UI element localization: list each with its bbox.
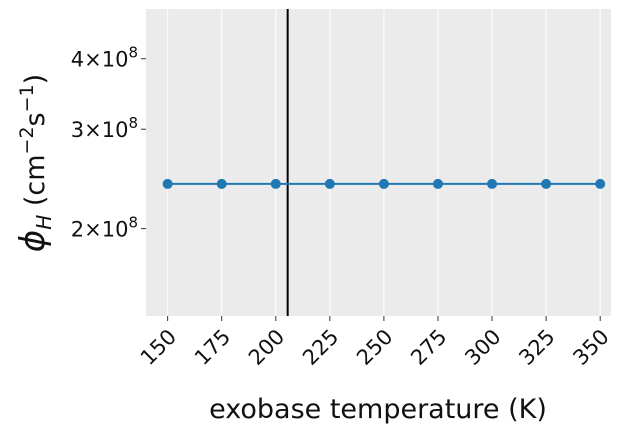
x-tick-label: 350: [568, 325, 613, 370]
y-tick-label: 3×108: [71, 114, 138, 142]
y-tick-mantissa: 3: [71, 118, 84, 142]
x-tick-label: 200: [244, 325, 289, 370]
x-axis-label: exobase temperature (K): [209, 394, 547, 425]
x-grid: [167, 9, 601, 316]
data-point: [595, 178, 606, 189]
y-tick-exponent: 8: [128, 214, 138, 232]
x-tick-label: 275: [406, 325, 451, 370]
y-label-units-close: ): [20, 74, 51, 85]
data-point: [432, 178, 443, 189]
x-tick-label: 175: [190, 325, 235, 370]
data-point: [487, 178, 498, 189]
y-label-units-mid: s: [20, 112, 51, 126]
plot-background: [146, 9, 611, 316]
y-label-subscript: H: [32, 215, 56, 230]
y-tick-exponent: 8: [128, 114, 138, 132]
x-tick-label: 325: [514, 325, 559, 370]
y-tick-mantissa: 2: [71, 218, 84, 242]
y-label-exp1: −2: [16, 126, 38, 154]
y-label-units-open: (cm: [20, 154, 51, 214]
x-tick-label: 150: [136, 325, 181, 370]
y-label-symbol: ϕ: [13, 230, 53, 252]
y-tick-mantissa: 4: [71, 48, 84, 72]
y-tick-exponent: 8: [128, 44, 138, 62]
x-tick-label: 300: [460, 325, 505, 370]
y-tick-label: 4×108: [71, 44, 138, 72]
data-point: [270, 178, 281, 189]
y-tick-times: ×10: [84, 218, 128, 242]
data-point: [216, 178, 227, 189]
y-tick-times: ×10: [84, 48, 128, 72]
x-tick-label: 225: [298, 325, 343, 370]
y-axis-label: ϕH (cm−2s−1): [13, 74, 56, 252]
y-tick-label: 2×108: [71, 214, 138, 242]
x-tick-label: 250: [352, 325, 397, 370]
y-label-exp2: −1: [16, 84, 38, 112]
data-point: [541, 178, 552, 189]
x-ticks: 150 175 200 225 250 275 300 325 350: [136, 316, 614, 370]
series-layer: [162, 178, 606, 189]
y-tick-times: ×10: [84, 118, 128, 142]
data-point: [162, 178, 173, 189]
data-point: [324, 178, 335, 189]
data-point: [378, 178, 389, 189]
